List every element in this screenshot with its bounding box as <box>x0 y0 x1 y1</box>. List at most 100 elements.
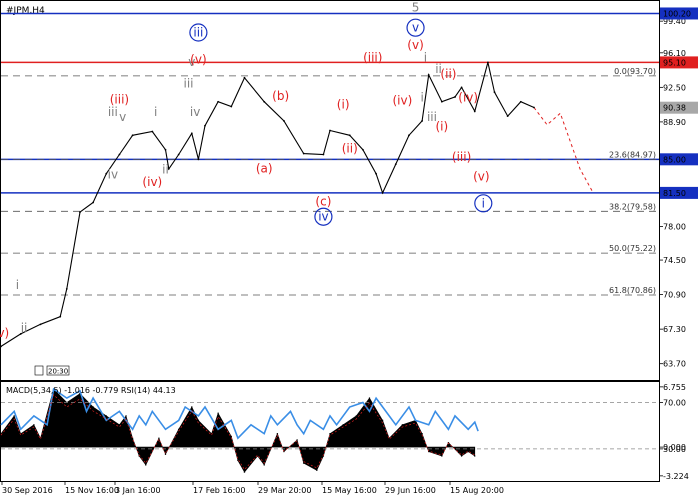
wave-label-14: iii <box>193 26 203 40</box>
main-panel-frame <box>0 0 660 381</box>
wave-label-12: v <box>188 55 195 69</box>
price-point-29 <box>394 163 397 166</box>
price-box-label-4: 81.50 <box>663 189 686 198</box>
fib-label-4: 61.8(70.86) <box>609 286 656 295</box>
price-point-17 <box>217 100 220 103</box>
wave-label-25: (v) <box>407 38 423 52</box>
price-line <box>0 62 535 347</box>
macd-bar-8 <box>92 406 94 408</box>
price-point-22 <box>302 152 305 155</box>
price-point-39 <box>506 115 509 118</box>
wave-label-32: (iv) <box>458 91 478 105</box>
ind-tick-label-0: 6.755 <box>663 383 686 392</box>
price-point-32 <box>427 73 430 76</box>
price-point-35 <box>460 86 463 89</box>
x-tick-label-7: 15 Aug 20:00 <box>450 486 504 495</box>
macd-bar-0 <box>0 433 2 435</box>
macd-bar-46 <box>467 450 469 453</box>
y-tick-label-8: 70.90 <box>663 291 686 300</box>
y-tick-label-0: 99.40 <box>663 17 686 26</box>
macd-bar-22 <box>230 435 232 438</box>
wave-label-21: (iii) <box>363 50 382 64</box>
price-point-19 <box>243 76 246 79</box>
price-point-10 <box>151 130 154 133</box>
macd-bar-21 <box>217 412 219 414</box>
x-tick-label-4: 29 Mar 20:00 <box>258 486 311 495</box>
wave-label-8: i <box>154 105 157 119</box>
price-point-28 <box>381 191 384 194</box>
macd-bar-14 <box>145 464 147 466</box>
price-point-18 <box>230 105 233 108</box>
macd-bar-18 <box>191 406 193 408</box>
ind-tick-label-3: 0.000 <box>663 443 686 452</box>
wave-label-31: (i) <box>436 120 449 134</box>
wave-circle-18 <box>314 207 333 226</box>
y-tick-label-6: 78.00 <box>663 222 686 231</box>
price-point-25 <box>348 134 351 137</box>
wave-label-24: v <box>412 21 419 35</box>
macd-bar-47 <box>474 455 476 457</box>
price-box-1 <box>660 56 698 69</box>
price-point-20 <box>263 100 266 103</box>
macd-bar-24 <box>243 471 246 473</box>
scroll-toolbar[interactable]: 20:30 <box>34 365 70 376</box>
wave-label-22: (iv) <box>392 94 412 108</box>
price-point-27 <box>375 172 377 175</box>
macd-bar-23 <box>237 459 239 462</box>
price-point-2 <box>39 323 42 326</box>
fib-label-0: 0.0(93.70) <box>614 67 656 76</box>
macd-bar-19 <box>197 419 200 422</box>
price-box-0 <box>660 7 698 20</box>
wave-label-2: ii <box>21 321 28 335</box>
price-axis: 99.40 96.10 92.50 88.90 85.00 81.50 78.00 74.50… <box>659 7 698 369</box>
macd-bar-33 <box>329 433 331 435</box>
wave-label-19: (i) <box>337 97 350 111</box>
x-tick-label-1: 15 Nov 16:00 <box>65 486 119 495</box>
price-point-7 <box>105 172 108 175</box>
x-tick-label-3: 17 Feb 16:00 <box>193 486 245 495</box>
toolbar-time-box[interactable] <box>46 365 70 376</box>
indicator-label: MACD(5,34,5) -1.016 -0.779 RSI(14) 44.13 <box>6 386 176 395</box>
price-point-13 <box>177 153 180 156</box>
price-point-6 <box>92 201 95 204</box>
wave-label-33: (iii) <box>452 150 471 164</box>
wave-circle-24 <box>406 18 425 37</box>
price-box-label-0: 100.20 <box>663 9 691 18</box>
price-point-37 <box>487 61 489 64</box>
indicator-panel-frame <box>0 381 660 482</box>
macd-bar-16 <box>164 453 167 455</box>
price-point-1 <box>19 333 22 335</box>
x-tick-label-6: 29 Jun 16:00 <box>385 486 436 495</box>
macd-bar-36 <box>368 397 371 399</box>
wave-label-18: iv <box>318 210 328 224</box>
toolbar-box[interactable] <box>34 365 44 376</box>
forecast-line <box>533 107 594 194</box>
price-point-16 <box>204 124 206 127</box>
price-box-3 <box>660 153 698 166</box>
macd-bar-42 <box>428 450 430 453</box>
rsi-line <box>0 387 479 440</box>
wave-label-29: iii <box>427 110 437 124</box>
macd-bar-3 <box>33 424 35 426</box>
price-point-40 <box>519 100 522 103</box>
price-point-12 <box>167 168 170 170</box>
y-tick-label-3: 88.90 <box>663 118 686 127</box>
wave-label-0: (v) <box>0 326 9 340</box>
wave-label-34: (v) <box>473 169 489 183</box>
macd-bar-43 <box>441 455 443 457</box>
toolbar-time: 20:30 <box>48 368 68 376</box>
wave-label-20: (ii) <box>342 142 358 156</box>
macd-bar-27 <box>276 433 279 435</box>
wave-label-4: iv <box>108 168 118 182</box>
indicator-series: 6.755 70.00 30.000.000 -3.224 <box>0 383 689 481</box>
price-point-15 <box>197 158 200 161</box>
price-point-0 <box>0 345 2 348</box>
price-series <box>0 61 594 348</box>
wave-label-35: i <box>482 196 485 210</box>
ind-tick-label-4: -3.224 <box>663 472 689 481</box>
price-point-14 <box>190 132 193 135</box>
wave-label-30: (ii) <box>440 67 456 81</box>
wave-label-6: (iii) <box>110 93 129 107</box>
